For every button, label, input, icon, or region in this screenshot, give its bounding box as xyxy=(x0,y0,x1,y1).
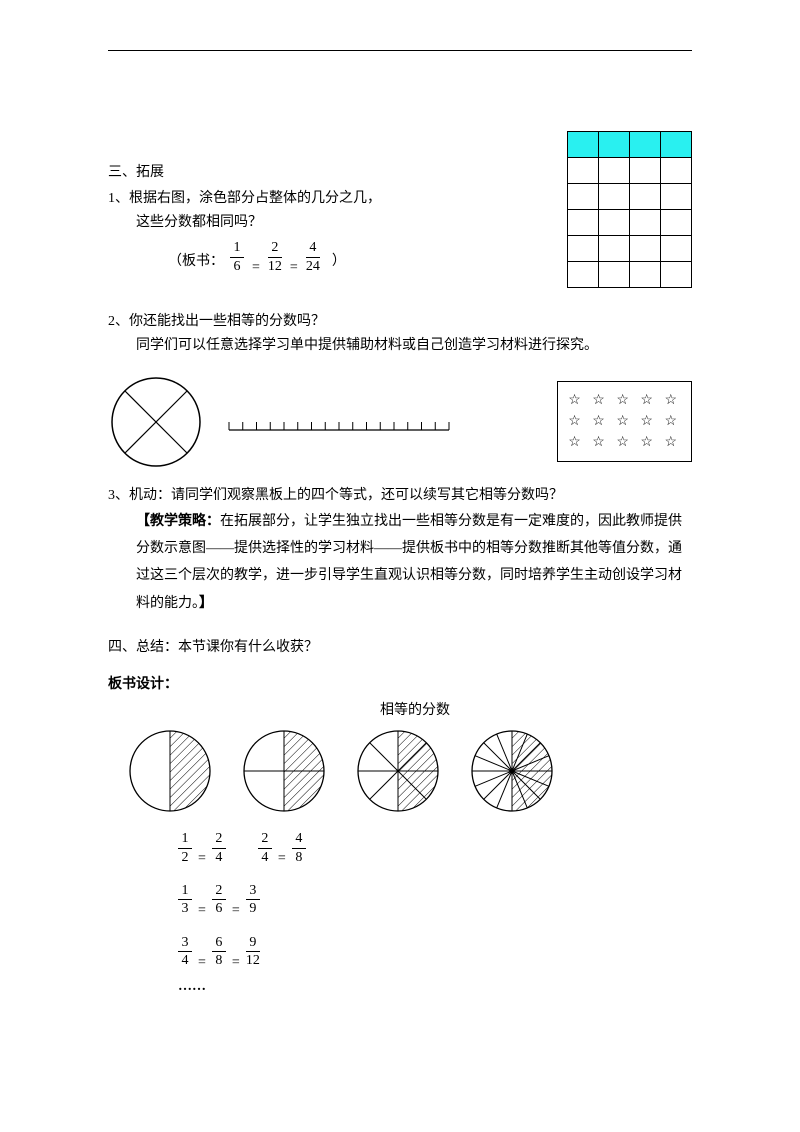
fraction-4-24: 424 xyxy=(306,240,320,274)
q2-block: 2、你还能找出一些相等的分数吗？ 同学们可以任意选择学习单中提供辅助材料或自己创… xyxy=(108,310,692,470)
fraction: 48 xyxy=(292,831,306,865)
section-3-text: 三、拓展 1、根据右图，涂色部分占整体的几分之几， 这些分数都相同吗？ （板书：… xyxy=(108,161,547,274)
fraction: 39 xyxy=(246,883,260,917)
fraction: 68 xyxy=(212,935,226,969)
fraction-circle-icon xyxy=(242,729,326,813)
fraction-circle-icon xyxy=(128,729,212,813)
star-grid: ☆ ☆ ☆ ☆ ☆☆ ☆ ☆ ☆ ☆☆ ☆ ☆ ☆ ☆ xyxy=(557,381,692,462)
teaching-strategy: 【教学策略：在拓展部分，让学生独立找出一些相等分数是有一定难度的，因此教师提供分… xyxy=(108,507,692,617)
fraction: 24 xyxy=(258,831,272,865)
fraction: 24 xyxy=(212,831,226,865)
q1-board-equation: （板书： 16 = 212 = 424 ） xyxy=(108,240,547,274)
top-horizontal-rule xyxy=(108,50,692,51)
board-circle-row xyxy=(108,729,692,813)
q3-block: 3、机动：请同学们观察黑板上的四个等式，还可以续写其它相等分数吗？ 【教学策略：… xyxy=(108,484,692,618)
board-design-title: 板书设计： xyxy=(108,672,692,696)
fraction: 34 xyxy=(178,935,192,969)
q1-line1: 1、根据右图，涂色部分占整体的几分之几， xyxy=(108,187,547,211)
q2-line2: 同学们可以任意选择学习单中提供辅助材料或自己创造学习材料进行探究。 xyxy=(108,334,692,358)
fraction-1-6: 16 xyxy=(230,240,244,274)
fraction: 26 xyxy=(212,883,226,917)
q2-line1: 2、你还能找出一些相等的分数吗？ xyxy=(108,310,692,334)
circle-quartered-icon xyxy=(108,374,204,470)
equals-sign: = xyxy=(250,256,262,280)
equation-row: 12=2424=48 xyxy=(178,831,692,865)
strategy-body: 在拓展部分，让学生独立找出一些相等分数是有一定难度的，因此教师提供分数示意图——… xyxy=(136,514,682,611)
equation-row: 34=68=912 xyxy=(178,935,692,969)
board-caption: 相等的分数 xyxy=(108,699,692,723)
q3-line1: 3、机动：请同学们观察黑板上的四个等式，还可以续写其它相等分数吗？ xyxy=(108,484,692,508)
equation-row: 13=26=39 xyxy=(178,883,692,917)
equals-sign: = xyxy=(288,256,300,280)
board-equations: 12=2424=4813=26=3934=68=912 xyxy=(108,831,692,968)
strategy-label: 【教学策略： xyxy=(136,512,220,528)
ellipsis: …… xyxy=(108,975,692,999)
board-suffix: ） xyxy=(326,250,346,274)
q2-diagrams: ☆ ☆ ☆ ☆ ☆☆ ☆ ☆ ☆ ☆☆ ☆ ☆ ☆ ☆ xyxy=(108,374,692,470)
fraction: 912 xyxy=(246,935,260,969)
section-3-heading: 三、拓展 xyxy=(108,161,547,185)
strategy-close: 】 xyxy=(199,594,213,610)
document-page: 三、拓展 1、根据右图，涂色部分占整体的几分之几， 这些分数都相同吗？ （板书：… xyxy=(0,0,800,1132)
board-prefix: （板书： xyxy=(168,250,224,274)
fraction-circle-icon xyxy=(356,729,440,813)
fraction-2-12: 212 xyxy=(268,240,282,274)
section-3-block: 三、拓展 1、根据右图，涂色部分占整体的几分之几， 这些分数都相同吗？ （板书：… xyxy=(108,161,692,288)
shaded-grid xyxy=(567,131,692,288)
q1-line2: 这些分数都相同吗？ xyxy=(108,211,547,235)
fraction: 12 xyxy=(178,831,192,865)
number-line-icon xyxy=(224,402,454,442)
fraction-circle-icon xyxy=(470,729,554,813)
fraction: 13 xyxy=(178,883,192,917)
section-4-heading: 四、总结：本节课你有什么收获？ xyxy=(108,636,692,660)
